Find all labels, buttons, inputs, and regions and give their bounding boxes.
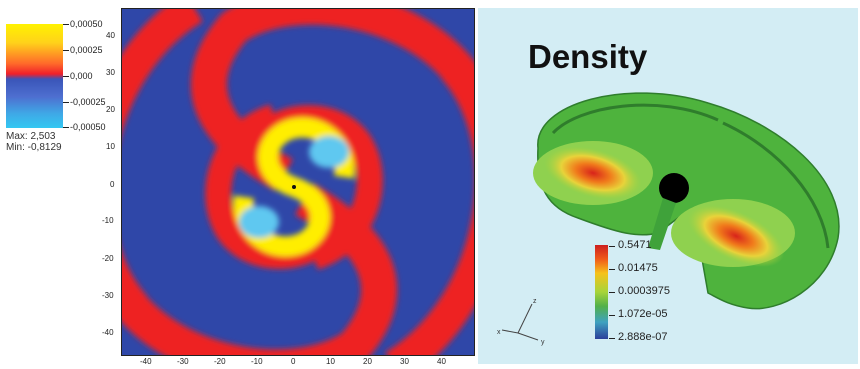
density-colorbar-tick <box>609 315 615 316</box>
density-colorbar-label: 0.0003975 <box>618 285 670 297</box>
x-tick-label: 0 <box>291 357 296 366</box>
max-label: Max: 2,503 <box>6 131 56 142</box>
density-volume-render <box>533 92 840 310</box>
min-label: Min: -0,8129 <box>6 142 62 153</box>
axis-label-y: y <box>541 339 545 346</box>
density-colorbar-label: 0.5471 <box>618 239 652 251</box>
y-tick-label: 30 <box>106 68 115 77</box>
x-tick-label: -20 <box>214 357 226 366</box>
colorbar-tick-label: -0,00050 <box>70 122 106 132</box>
colorbar-tick <box>63 76 69 77</box>
spiral-image <box>122 9 474 355</box>
y-tick-label: -30 <box>102 291 114 300</box>
density-panel: Density 0.5471 0.01475 0.0003975 1.0 <box>478 8 858 364</box>
density-colorbar-tick <box>609 246 615 247</box>
density-colorbar-label: 0.01475 <box>618 262 658 274</box>
colorbar-tick <box>63 50 69 51</box>
colorbar-tick <box>63 24 69 25</box>
colorbar-tick-label: 0,00025 <box>70 45 103 55</box>
colorbar-tick-label: 0,00050 <box>70 19 103 29</box>
x-tick-label: 20 <box>363 357 372 366</box>
y-tick-label: -40 <box>102 328 114 337</box>
colorbar-tick-label: -0,00025 <box>70 97 106 107</box>
density-colorbar-tick <box>609 338 615 339</box>
x-tick-label: -40 <box>140 357 152 366</box>
axis-label-x: x <box>497 329 501 336</box>
x-tick-label: -30 <box>177 357 189 366</box>
colorbar-tick-label: 0,000 <box>70 71 93 81</box>
axis-label-z: z <box>533 298 537 305</box>
density-colorbar-tick <box>609 269 615 270</box>
x-tick-label: 10 <box>326 357 335 366</box>
colorbar-tick <box>63 127 69 128</box>
x-tick-label: 40 <box>437 357 446 366</box>
y-tick-label: 40 <box>106 31 115 40</box>
colorbar-tick <box>63 102 69 103</box>
y-tick-label: 10 <box>106 142 115 151</box>
x-tick-label: -10 <box>251 357 263 366</box>
density-colorbar-label: 1.072e-05 <box>618 308 668 320</box>
y-tick-label: -20 <box>102 254 114 263</box>
y-tick-label: -10 <box>102 216 114 225</box>
y-tick-label: 0 <box>110 180 115 189</box>
left-colorbar <box>6 24 63 128</box>
density-colorbar-tick <box>609 292 615 293</box>
density-colorbar-label: 2.888e-07 <box>618 331 668 343</box>
density-colorbar <box>595 245 608 339</box>
y-tick-label: 20 <box>106 105 115 114</box>
orientation-axes <box>501 303 539 341</box>
density-title: Density <box>528 38 648 75</box>
spiral-plot <box>121 8 475 356</box>
x-tick-label: 30 <box>400 357 409 366</box>
